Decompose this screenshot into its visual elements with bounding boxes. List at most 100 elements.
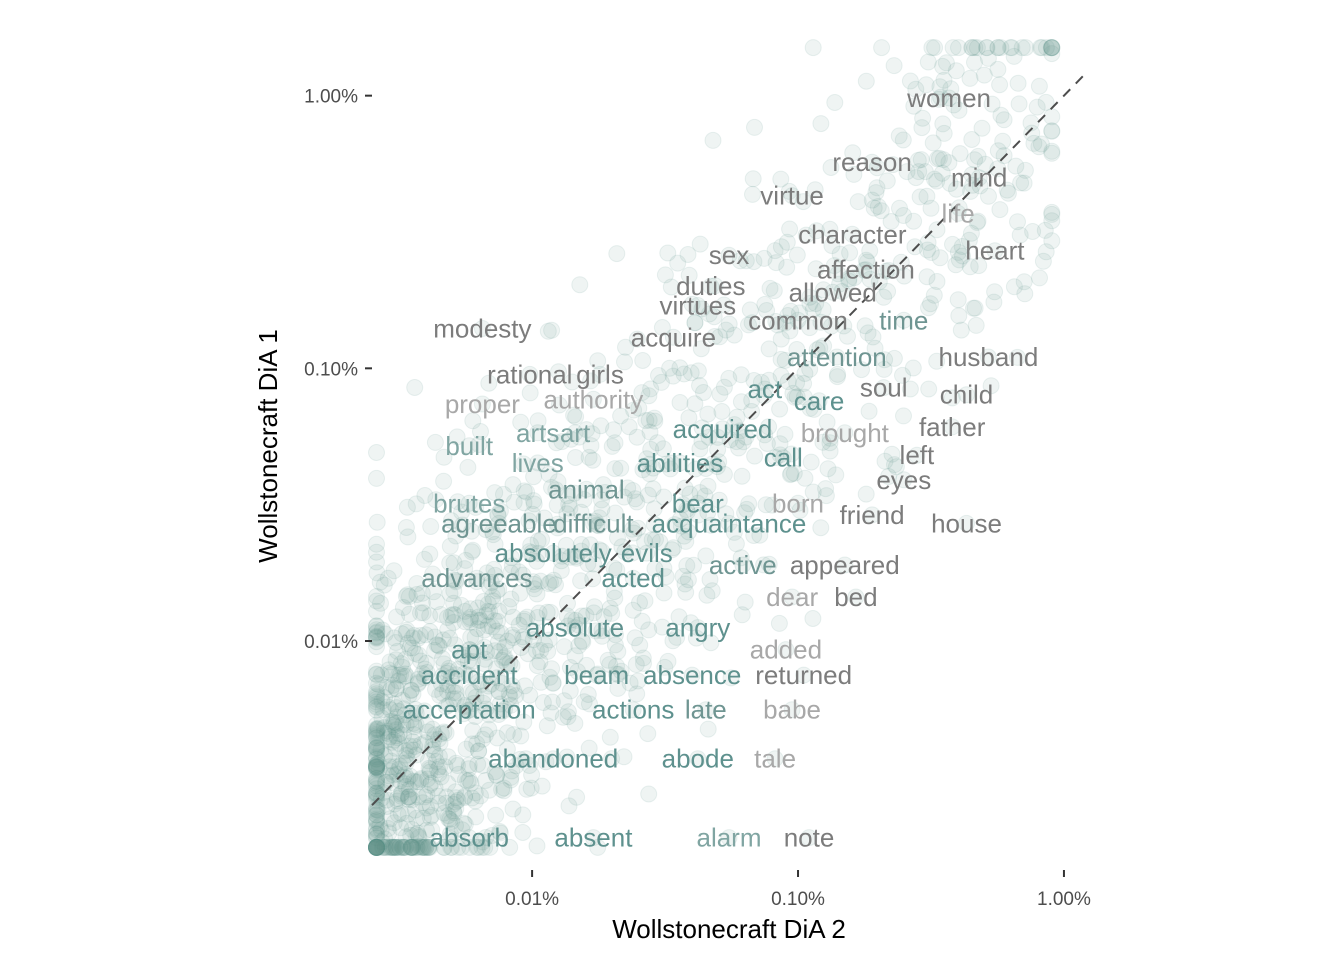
data-point [484, 592, 502, 610]
data-point [390, 734, 408, 752]
data-point [380, 746, 398, 764]
data-point [567, 611, 585, 629]
y-tick-label: 0.01% [304, 632, 358, 653]
data-point [1043, 144, 1061, 162]
data-point [772, 238, 790, 256]
data-point [934, 151, 952, 169]
data-point [408, 838, 426, 856]
data-point [795, 388, 813, 406]
data-point [372, 821, 390, 839]
data-point [1022, 114, 1040, 132]
data-point [696, 487, 714, 505]
data-point [699, 477, 717, 495]
data-point [368, 602, 385, 620]
data-point [423, 821, 441, 839]
data-point [603, 604, 621, 622]
data-point [744, 170, 762, 188]
data-point [407, 746, 425, 764]
data-point [521, 365, 539, 383]
data-point [547, 481, 565, 499]
data-point [539, 642, 557, 660]
data-point [677, 583, 695, 601]
data-point [757, 496, 775, 514]
data-point [885, 349, 903, 367]
data-point [1032, 135, 1050, 153]
word-label: care [794, 386, 845, 416]
data-point [701, 571, 719, 588]
data-point [463, 789, 481, 807]
data-point [502, 590, 520, 608]
data-point [786, 388, 804, 406]
data-point [566, 647, 584, 665]
data-point [594, 476, 612, 494]
data-point [978, 39, 995, 57]
data-point [381, 664, 399, 682]
data-point [402, 681, 420, 699]
data-point [415, 838, 433, 856]
data-point [412, 652, 430, 670]
data-point [646, 412, 664, 430]
data-point [385, 629, 403, 647]
data-point [612, 662, 630, 680]
data-point [500, 598, 518, 615]
data-point [403, 629, 421, 647]
data-point [589, 352, 607, 370]
data-point [480, 720, 498, 738]
data-point [631, 636, 649, 654]
data-point [406, 838, 424, 856]
data-point [922, 199, 940, 217]
data-point [868, 179, 886, 197]
data-point [629, 519, 647, 537]
data-point [399, 805, 417, 823]
data-point [385, 695, 403, 713]
word-label: reason [832, 147, 912, 177]
data-point [1030, 138, 1048, 156]
data-point [483, 827, 501, 844]
data-point [368, 838, 385, 856]
data-point [991, 76, 1009, 94]
data-point [1005, 278, 1023, 296]
data-point [435, 838, 453, 856]
data-point [456, 771, 474, 789]
data-point [575, 693, 593, 711]
data-point [603, 437, 621, 455]
data-point [676, 479, 694, 497]
data-point [934, 57, 952, 75]
data-point [388, 765, 406, 783]
data-point [590, 541, 608, 559]
data-point [446, 636, 464, 654]
data-point [368, 770, 385, 788]
word-label: absorb [429, 823, 509, 853]
data-point [429, 787, 447, 805]
data-point [470, 742, 488, 760]
data-point [368, 629, 385, 646]
data-point [910, 163, 928, 181]
data-point [763, 496, 781, 514]
data-point [397, 838, 415, 856]
data-point [491, 824, 509, 842]
word-label: dear [766, 582, 818, 612]
data-point [636, 592, 654, 610]
data-point [425, 731, 443, 749]
data-point [368, 748, 385, 766]
data-point [827, 466, 845, 484]
data-point [756, 380, 774, 398]
word-label: virtue [760, 181, 824, 211]
data-point [1002, 39, 1020, 57]
data-point [1043, 232, 1061, 250]
data-point [455, 705, 472, 723]
data-point [402, 838, 420, 856]
data-point [863, 153, 881, 171]
data-point [756, 426, 774, 444]
data-point [566, 619, 584, 637]
data-point [387, 651, 405, 669]
data-point [752, 373, 770, 391]
data-point [1043, 39, 1061, 57]
data-point [374, 701, 392, 719]
data-point [498, 740, 516, 758]
data-point [663, 541, 681, 559]
data-point [697, 701, 715, 719]
data-point [658, 455, 676, 473]
data-point [441, 537, 459, 555]
data-point [368, 716, 385, 734]
